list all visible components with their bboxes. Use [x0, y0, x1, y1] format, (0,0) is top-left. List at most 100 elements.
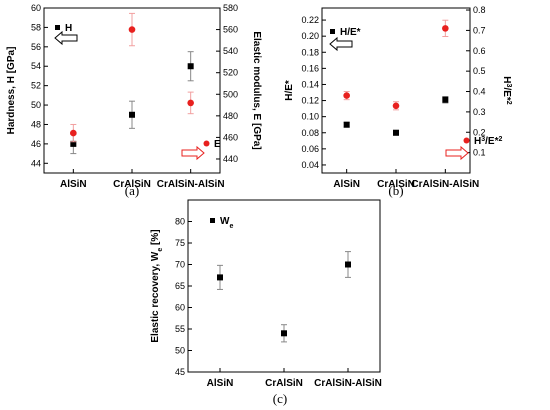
y-tick-label: 65	[175, 281, 185, 291]
x-tick-label: AlSiN	[207, 378, 234, 389]
data-point-circle	[187, 99, 194, 107]
y2-tick-label: 480	[223, 111, 238, 121]
y-tick-label: 60	[31, 3, 41, 13]
data-point-square	[393, 129, 399, 136]
y2-tick-label: 540	[223, 46, 238, 56]
y-tick-label: 0.08	[301, 128, 319, 138]
legend-item: We	[210, 216, 233, 230]
legend-label: H3/E*2	[474, 136, 502, 148]
y2-axis-label: H3/E*2	[501, 76, 513, 104]
y2-tick-label: 0.4	[473, 87, 486, 97]
y-tick-label: 54	[31, 61, 41, 71]
data-point-circle	[343, 92, 350, 99]
chart-panel-1: 44 46 48 50 52 54 56 58 60 440 460 480 500 520 540 560 5…	[6, 3, 262, 198]
y-tick-label: 50	[31, 100, 41, 110]
legend-marker	[463, 137, 470, 144]
y-tick-label: 44	[31, 158, 41, 168]
y-tick-label: 70	[175, 260, 185, 270]
legend-marker	[210, 218, 215, 223]
axis-arrow-shape	[329, 36, 353, 52]
axis-arrow	[181, 145, 205, 161]
axis-arrow-shape	[181, 145, 205, 161]
x-tick-label: CrAlSiN-AlSiN	[314, 378, 382, 389]
data-point-circle	[392, 102, 400, 110]
data-point-square	[442, 96, 449, 103]
y2-tick-label: 560	[223, 25, 238, 35]
y-axis-label: H/E*	[284, 80, 295, 101]
data-point-square	[343, 121, 350, 128]
y-tick-label: 56	[31, 42, 41, 52]
chart-panel-2: 0.04 0.06 0.08 0.10 0.12 0.14 0.16 0.18 0.20 0.22…	[284, 5, 513, 198]
axis-arrow-shape	[54, 30, 78, 46]
y-tick-label: 0.22	[301, 15, 319, 25]
axis-arrow	[54, 30, 78, 46]
legend-item: H3/E*2	[445, 136, 502, 161]
data-point-square	[217, 274, 223, 281]
data-point-square	[281, 330, 287, 337]
data-point-square	[129, 111, 135, 118]
panel-label: (a)	[125, 183, 139, 198]
panel-label: (b)	[388, 183, 403, 198]
x-tick-label: CrAlSiN-AlSiN	[157, 179, 225, 190]
legend-item: H	[54, 23, 78, 46]
y2-tick-label: 0.3	[473, 107, 486, 117]
axis-arrow	[329, 36, 353, 52]
plot-frame	[187, 199, 381, 373]
y-tick-label: 0.04	[301, 160, 319, 170]
y-tick-label: 58	[31, 22, 41, 32]
y-axis-label: Elastic recovery, We [%]	[150, 229, 164, 342]
y2-tick-label: 440	[223, 154, 238, 164]
axis-arrow	[445, 145, 469, 161]
y-axis-label: Hardness, H [GPa]	[6, 47, 17, 135]
y-tick-label: 75	[175, 238, 185, 248]
y-tick-label: 80	[175, 217, 185, 227]
chart-panel-3: 45 50 55 60 65 70 75 80 AlSiN CrAlSiN CrAlSiN-AlSi…	[150, 199, 382, 406]
y-tick-label: 60	[175, 303, 185, 313]
y-tick-label: 0.12	[301, 96, 319, 106]
y2-tick-label: 0.5	[473, 66, 486, 76]
y2-tick-label: 0.7	[473, 25, 486, 35]
data-point-circle	[70, 129, 77, 137]
legend-marker	[330, 29, 335, 34]
y-tick-label: 48	[31, 119, 41, 129]
y-tick-label: 0.10	[301, 112, 319, 122]
x-tick-label: CrAlSiN	[377, 179, 415, 190]
legend-item: E	[181, 139, 221, 161]
data-point-circle	[128, 26, 136, 33]
legend-label: H/E*	[340, 27, 361, 38]
legend-item: H/E*	[329, 27, 361, 52]
y2-tick-label: 0.2	[473, 127, 486, 137]
y2-tick-label: 500	[223, 89, 238, 99]
legend-marker	[55, 25, 60, 30]
x-tick-label: CrAlSiN-AlSiN	[411, 179, 479, 190]
y-tick-label: 0.14	[301, 79, 319, 89]
legend-label: We	[220, 216, 233, 230]
x-tick-label: CrAlSiN	[265, 378, 303, 389]
y-tick-label: 45	[175, 367, 185, 377]
y2-tick-label: 520	[223, 68, 238, 78]
y-tick-label: 50	[175, 346, 185, 356]
y-tick-label: 46	[31, 139, 41, 149]
y-tick-label: 0.18	[301, 47, 319, 57]
data-point-circle	[442, 25, 449, 32]
y-tick-label: 52	[31, 81, 41, 91]
data-point-square	[187, 63, 194, 70]
data-point-square	[70, 140, 77, 147]
y-tick-label: 0.20	[301, 31, 319, 41]
y2-tick-label: 0.6	[473, 46, 486, 56]
legend-label: E	[214, 139, 221, 150]
x-tick-label: CrAlSiN	[113, 179, 151, 190]
axis-arrow-shape	[445, 145, 469, 161]
legend-marker	[203, 140, 210, 147]
x-tick-label: AlSiN	[333, 179, 360, 190]
legend-label: H	[65, 23, 72, 34]
y-tick-label: 55	[175, 324, 185, 334]
data-point-square	[345, 261, 351, 268]
x-tick-label: AlSiN	[60, 179, 87, 190]
y2-tick-label: 0.8	[473, 5, 486, 15]
y2-tick-label: 0.1	[473, 148, 486, 158]
y2-tick-label: 460	[223, 132, 238, 142]
y-tick-label: 0.06	[301, 144, 319, 154]
y2-tick-label: 580	[223, 3, 238, 13]
